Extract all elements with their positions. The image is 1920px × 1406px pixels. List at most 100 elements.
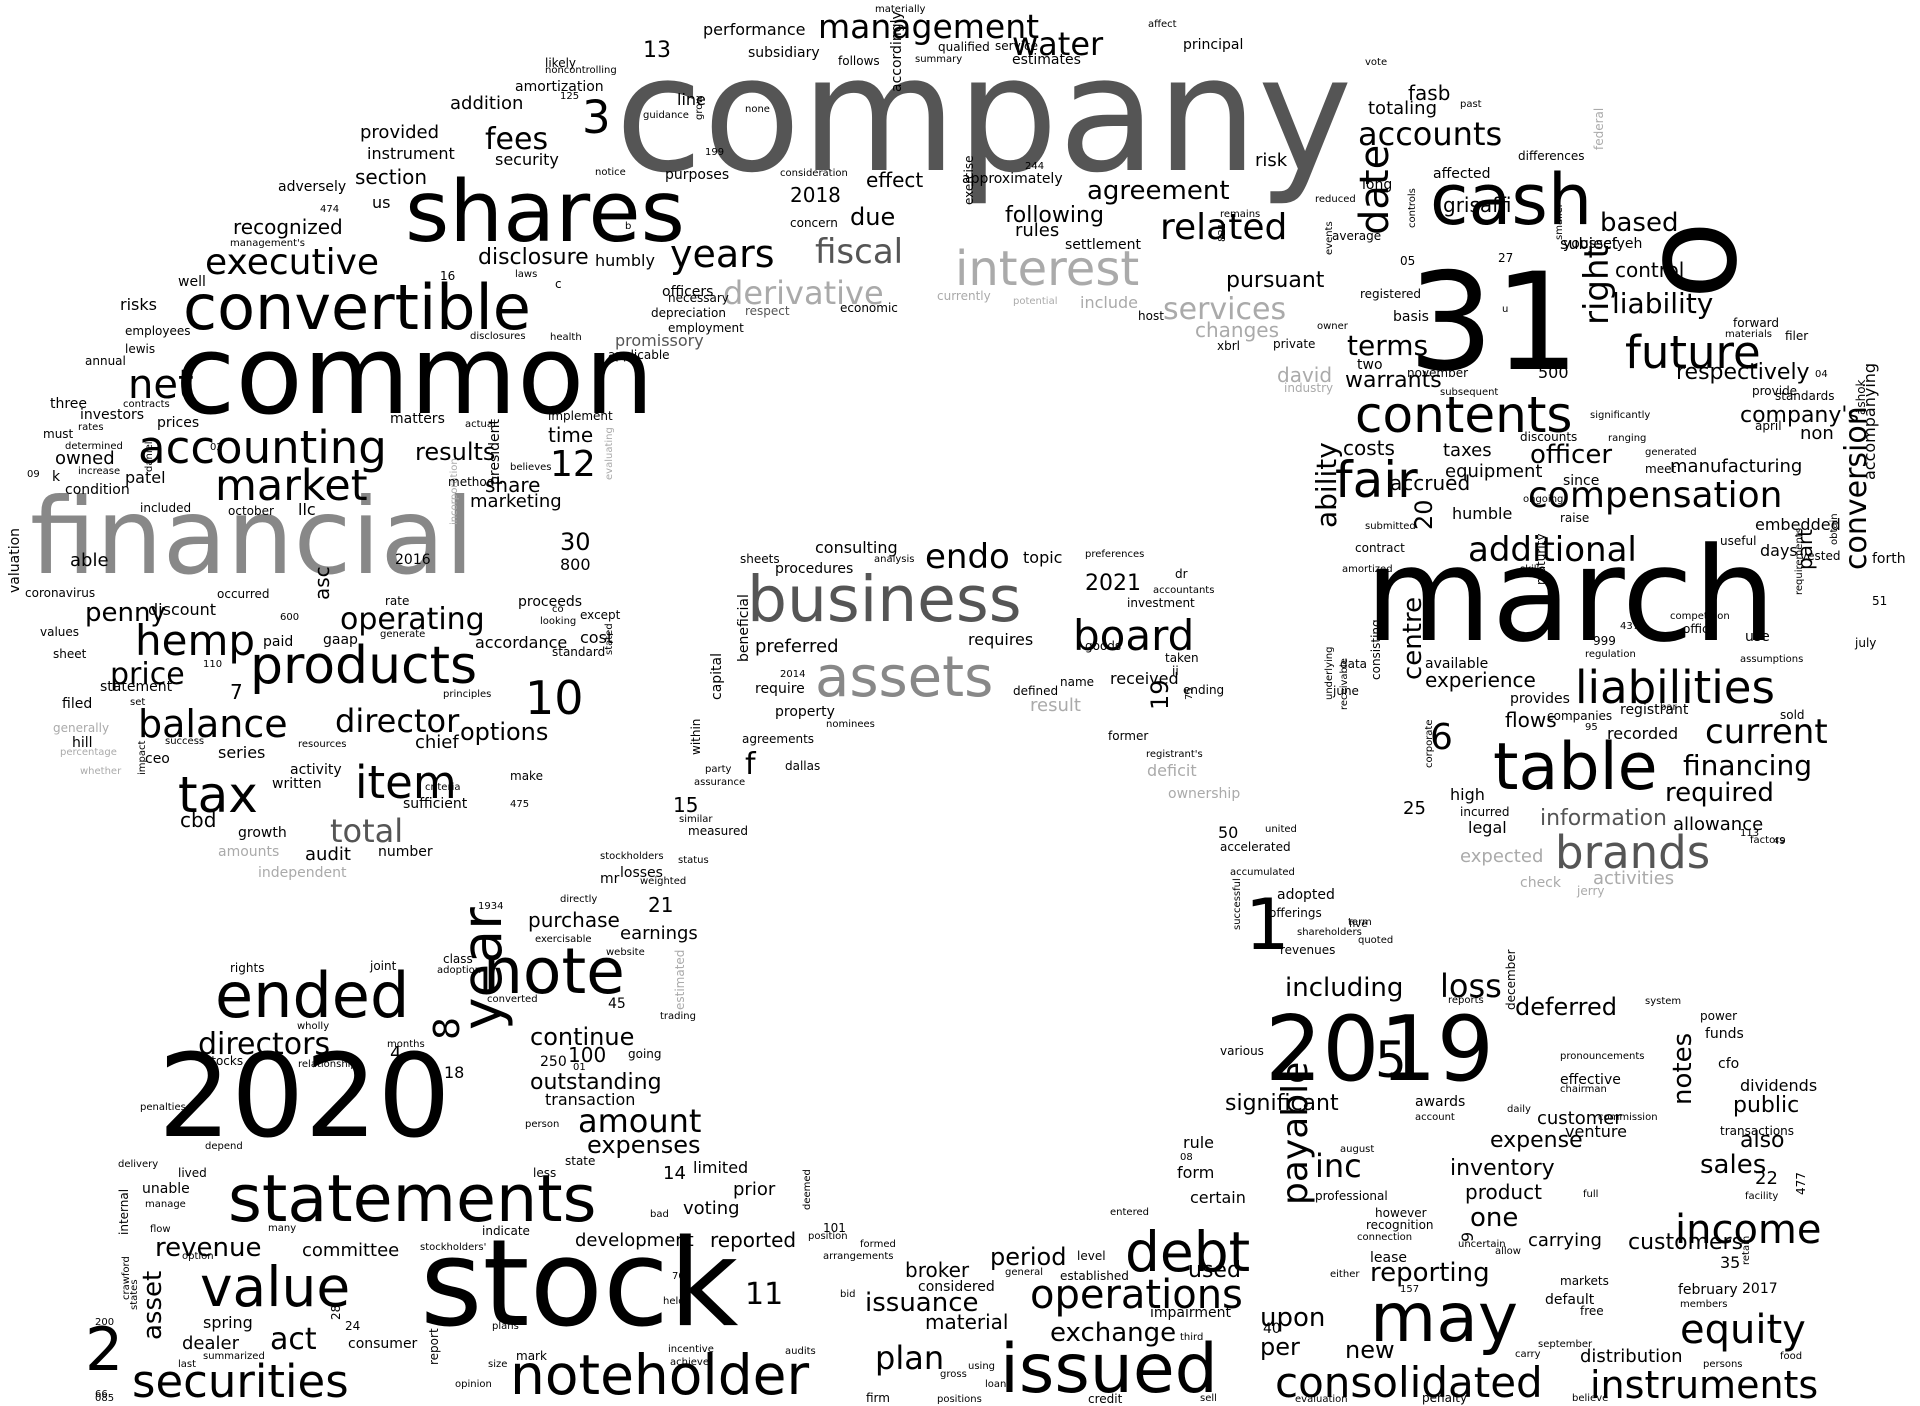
word: 200 [95, 1317, 115, 1328]
word: allow [1495, 1246, 1521, 1257]
word: credit [1088, 1392, 1123, 1406]
word: operations [1030, 1272, 1243, 1318]
word: registered [1360, 287, 1422, 301]
word: payable [1275, 1061, 1316, 1205]
word: underlying [1324, 646, 1335, 700]
word: equity [1680, 1307, 1806, 1353]
word: rights [230, 961, 265, 975]
word: accounts [1358, 115, 1503, 153]
word: humbly [595, 251, 655, 270]
word: materials [1725, 329, 1772, 340]
word: private [1273, 337, 1316, 351]
word: valuation [7, 527, 23, 593]
word: competition [1670, 611, 1730, 622]
word: 25 [1403, 798, 1426, 819]
word: earnings [620, 923, 698, 944]
word: ongoing [1523, 494, 1564, 505]
word: term [1348, 917, 1372, 928]
word: years [670, 232, 775, 276]
word: internal [117, 1188, 131, 1235]
word: ceo [145, 751, 170, 767]
word: changes [1195, 318, 1280, 342]
word: exercise [962, 155, 976, 205]
word: cfo [1718, 1056, 1740, 1072]
word: 1934 [478, 901, 504, 912]
word: 51 [1872, 594, 1888, 608]
word: 75 [1184, 687, 1195, 700]
word: except [580, 608, 621, 622]
word: march [1365, 519, 1776, 671]
word: evaluation [1295, 1394, 1348, 1405]
word: exercisable [535, 934, 592, 945]
word: paid [263, 634, 294, 650]
word: balance [138, 702, 288, 746]
word: carry [1515, 1349, 1541, 1360]
word: fair [1335, 451, 1418, 509]
word: values [40, 625, 80, 639]
word: directly [560, 894, 598, 905]
word: settlement [1065, 237, 1142, 253]
word: fasb [1408, 81, 1451, 105]
word: customer [1537, 1108, 1622, 1129]
word: guidance [643, 110, 689, 121]
word: 13 [643, 38, 671, 63]
word: audits [785, 1346, 816, 1357]
word: provide [1752, 384, 1798, 398]
word: 500 [1538, 363, 1569, 382]
word: events [1324, 221, 1335, 255]
word: daily [1507, 1104, 1531, 1115]
word: june [1333, 684, 1359, 698]
word: accrued [1390, 471, 1471, 495]
word: 800 [560, 555, 591, 574]
word: brands [1555, 826, 1711, 879]
word: c [555, 277, 562, 291]
word: principal [1183, 37, 1244, 53]
word: mr [600, 871, 620, 887]
word: penalty [1422, 1391, 1468, 1405]
word: revenue [155, 1233, 262, 1263]
word: shares [405, 163, 685, 262]
word: public [1733, 1093, 1800, 1118]
word: incorporation [449, 458, 460, 525]
word: 477 [1794, 1172, 1808, 1195]
word: generally [53, 721, 110, 735]
word: flow [150, 1224, 171, 1235]
word: information [1540, 806, 1667, 831]
word: exchange [1050, 1318, 1177, 1348]
word: meet [1645, 462, 1677, 476]
word: 5 [1375, 1031, 1407, 1089]
word: ranging [1608, 433, 1647, 444]
word: manage [145, 1199, 186, 1210]
word: registrant's [1146, 749, 1203, 760]
word: status [678, 855, 709, 866]
word: david [1277, 363, 1333, 387]
word: subsequent [1440, 387, 1499, 398]
word: 10 [525, 671, 584, 725]
word: marketing [470, 491, 562, 512]
word: october [228, 504, 274, 518]
word: class [443, 952, 473, 966]
word: audit [305, 844, 351, 865]
word: 700 [672, 1271, 692, 1282]
word: potential [1013, 296, 1058, 307]
word: 600 [280, 612, 300, 623]
word: 02 [210, 442, 223, 453]
word: incurred [1460, 805, 1510, 819]
word: humble [1452, 504, 1513, 523]
word: considered [918, 1279, 995, 1295]
word: beneficial [736, 594, 752, 662]
word: members [1680, 1299, 1728, 1310]
word: including [1285, 973, 1404, 1003]
word: significantly [1590, 410, 1651, 421]
word: average [1332, 229, 1382, 243]
word: employment [668, 321, 744, 335]
word: upon [1260, 1303, 1326, 1333]
word: system [1645, 996, 1682, 1007]
word: 27 [1498, 251, 1514, 265]
word: investment [1127, 596, 1195, 610]
word: forward [1733, 316, 1780, 330]
word: standard [552, 645, 606, 659]
word: sheet [53, 647, 87, 661]
word: risk [1255, 150, 1288, 171]
word: 12 [550, 444, 596, 485]
